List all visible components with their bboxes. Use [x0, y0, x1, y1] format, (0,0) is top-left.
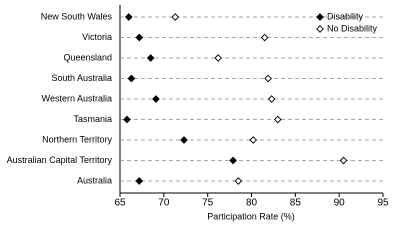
- dot: [273, 115, 282, 124]
- legend-marker: [316, 13, 324, 21]
- legend-label: No Disability: [327, 23, 378, 33]
- x-tick-label: 65: [114, 198, 126, 209]
- y-tick-label: Tasmania: [73, 114, 112, 124]
- dot: [249, 136, 258, 144]
- y-tick-label: Australia: [77, 175, 112, 185]
- y-tick-label: Australian Capital Territory: [7, 155, 113, 165]
- dot: [234, 177, 243, 185]
- legend-label: Disability: [327, 11, 364, 21]
- dot: [264, 74, 272, 83]
- dot: [180, 136, 188, 144]
- x-tick-label: 95: [377, 198, 389, 209]
- chart: Participation Rate (%) 65 70 75 80 85 90 95 New…: [7, 5, 389, 221]
- dot: [260, 33, 269, 42]
- dot: [123, 115, 131, 124]
- y-tick-label: South Australia: [51, 73, 112, 83]
- dot: [267, 95, 276, 103]
- x-tick-label: 90: [334, 198, 346, 209]
- y-tick-label: Northern Territory: [42, 134, 112, 144]
- dot: [135, 33, 144, 42]
- dot: [146, 54, 155, 62]
- y-tick-label: New South Wales: [41, 11, 113, 21]
- y-tick-label: Queensland: [63, 52, 112, 62]
- legend-marker: [316, 25, 324, 33]
- x-tick-label: 70: [158, 198, 170, 209]
- dot: [124, 13, 133, 21]
- x-tick-label: 80: [246, 198, 258, 209]
- y-tick-label: Victoria: [82, 32, 112, 42]
- dot: [135, 177, 144, 185]
- dot: [339, 156, 348, 165]
- x-axis-title: Participation Rate (%): [207, 211, 295, 221]
- x-tick-label: 85: [290, 198, 302, 209]
- y-tick-label: Western Australia: [42, 93, 112, 103]
- dot: [127, 74, 136, 83]
- dot: [229, 156, 237, 165]
- dot: [214, 54, 223, 62]
- dot: [171, 13, 180, 21]
- dot: [152, 95, 160, 103]
- x-tick-label: 75: [202, 198, 214, 209]
